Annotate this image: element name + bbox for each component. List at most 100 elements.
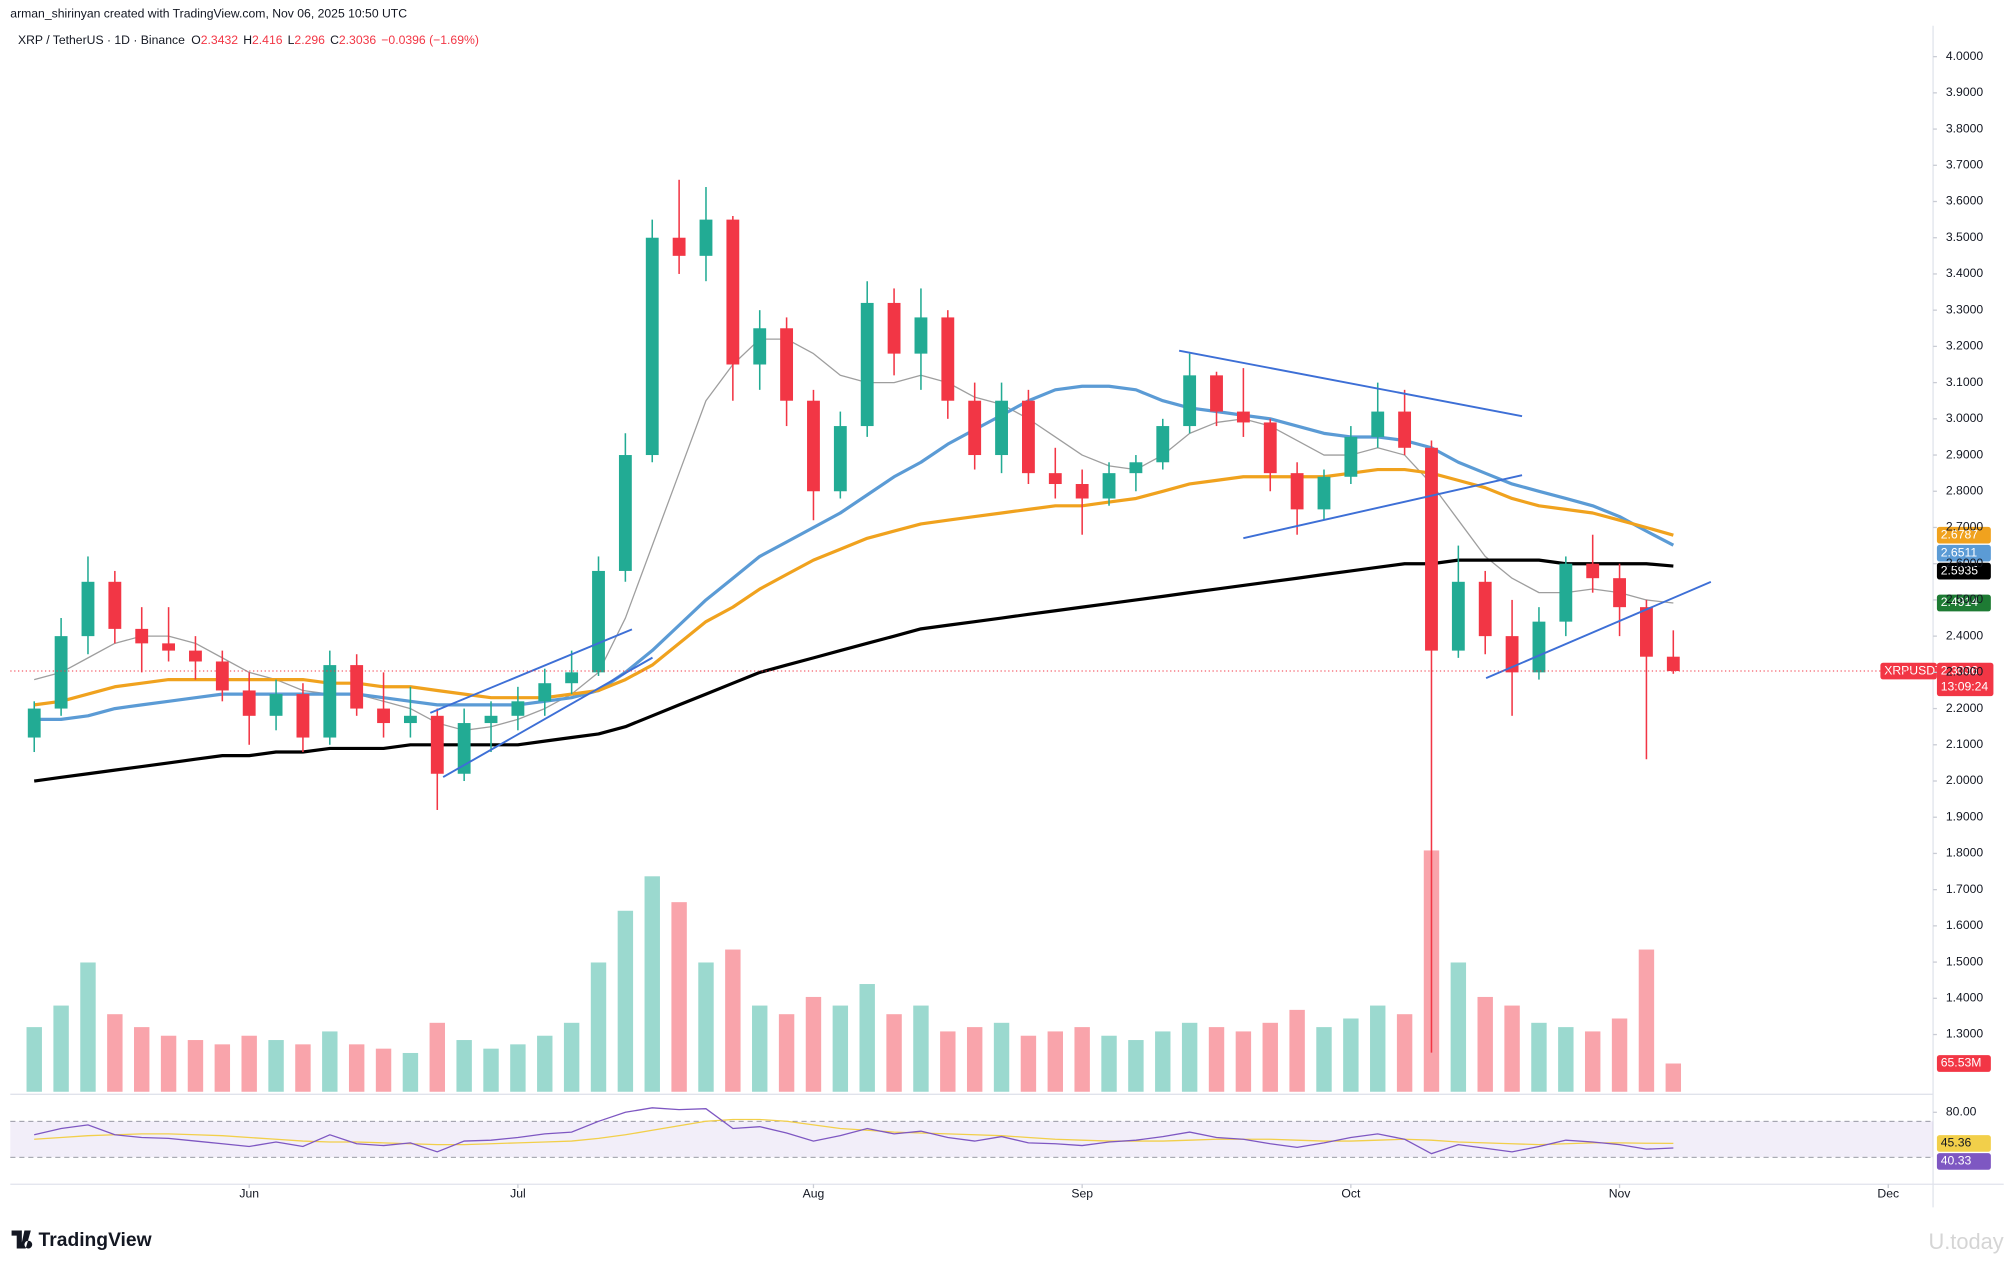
candle-body: [1532, 621, 1546, 673]
volume-bar: [778, 1014, 795, 1092]
y-tick-label: 1.3000: [1946, 1027, 1983, 1041]
volume-bar: [1531, 1022, 1547, 1092]
ma-value-label-bg: [1936, 562, 1991, 580]
y-tick-label: 1.4000: [1946, 991, 1983, 1005]
y-tick-label: 3.7000: [1946, 158, 1983, 172]
ohlc-value: 2.3432: [201, 33, 238, 47]
volume-bar: [483, 1048, 499, 1092]
volume-bar: [1101, 1035, 1117, 1092]
volume-bar: [510, 1044, 526, 1092]
volume-bar: [940, 1031, 956, 1092]
y-tick-label: 2.5000: [1946, 592, 1983, 606]
candle-body: [1317, 476, 1331, 510]
ohlc-value: 2.3036: [339, 33, 376, 47]
volume-bar: [268, 1040, 284, 1092]
candle-body: [1022, 400, 1035, 474]
volume-bar: [966, 1027, 983, 1092]
brand-logo: TradingView: [11, 1230, 153, 1251]
volume-bar: [107, 1014, 123, 1092]
candle-body: [1371, 411, 1385, 437]
symbol-tag: XRPUSDT: [1884, 663, 1943, 677]
candle-body: [726, 219, 740, 365]
volume-bar: [1665, 1063, 1682, 1092]
candle-body: [215, 661, 229, 691]
volume-bar: [1181, 1022, 1198, 1092]
volume-bar: [375, 1048, 392, 1092]
price-label: 2.3036: [1941, 663, 1978, 677]
volume-bar: [429, 1022, 445, 1092]
y-tick-label: 2.9000: [1946, 447, 1983, 461]
volume-bar: [1558, 1027, 1574, 1092]
credit: arman_shirinyan created with TradingView…: [10, 6, 407, 20]
y-tick-label: 1.5000: [1946, 954, 1983, 968]
volume-bar: [832, 1005, 849, 1092]
candle-body: [1210, 375, 1223, 412]
candle-body: [323, 665, 337, 738]
rsi-label: 40.33: [1941, 1154, 1972, 1168]
candle-body: [242, 690, 256, 716]
candle-body: [914, 317, 928, 354]
trendline: [442, 656, 653, 778]
volume-bar: [671, 902, 687, 1092]
x-tick-label: Sep: [1071, 1187, 1093, 1201]
y-tick-label: 3.3000: [1946, 302, 1983, 316]
y-tick-label: 2.2000: [1946, 701, 1983, 715]
candle-body: [645, 237, 659, 456]
rsi-band: [10, 1121, 1934, 1158]
y-tick-label: 2.3000: [1946, 665, 1983, 679]
candle-body: [941, 317, 955, 401]
volume-bar: [1343, 1018, 1359, 1092]
volume-bar: [617, 910, 634, 1092]
logo-mark: [11, 1230, 33, 1249]
volume-bar: [1155, 1031, 1171, 1092]
y-tick-label: 3.6000: [1946, 194, 1983, 208]
candle-body: [1559, 563, 1573, 622]
candle-body: [753, 328, 767, 365]
candle-body: [1344, 436, 1358, 477]
volume-bar: [1208, 1027, 1225, 1092]
volume-bar: [1047, 1031, 1064, 1092]
volume-bar: [53, 1005, 69, 1092]
rsi-ma-label-bg: [1936, 1135, 1991, 1152]
volume-bar: [134, 1027, 150, 1092]
candle-body: [833, 426, 847, 492]
candle-body: [1263, 422, 1277, 474]
candle-body: [860, 302, 874, 427]
y-tick-label: 3.8000: [1946, 121, 1983, 135]
watermark: U.today: [1928, 1229, 2003, 1254]
rsi-ma-line: [34, 1118, 1674, 1146]
volume-bar: [241, 1035, 257, 1092]
candle-body: [1102, 473, 1116, 499]
symbol: XRP / TetherUS · 1D · Binance: [18, 33, 185, 47]
ohlc-key: C: [330, 33, 339, 47]
ohlc-value: 2.416: [252, 33, 283, 47]
y-tick-label: 4.0000: [1946, 49, 1983, 63]
volume-bar: [1235, 1031, 1252, 1092]
volume-bar: [805, 996, 822, 1092]
moving-average: [33, 558, 1674, 783]
volume-bar: [563, 1022, 580, 1092]
moving-average: [34, 338, 1674, 731]
volume-bar: [1370, 1005, 1386, 1092]
rsi-label-bg: [1936, 1153, 1991, 1170]
price-label-bg: [1936, 662, 1994, 697]
x-tick-label: Oct: [1341, 1187, 1361, 1201]
candle-body: [1183, 375, 1197, 427]
candle-body: [1478, 581, 1492, 637]
x-tick-label: Jun: [239, 1187, 259, 1201]
ohlc-key: L: [288, 33, 295, 47]
volume-bar: [160, 1035, 177, 1092]
volume-bar: [1450, 962, 1467, 1092]
x-tick-label: Nov: [1609, 1187, 1632, 1201]
volume-bar: [26, 1027, 42, 1092]
candle-body: [27, 708, 41, 738]
y-tick-label: 3.4000: [1946, 266, 1983, 280]
volume-bar: [590, 962, 607, 1092]
candle-body: [189, 650, 202, 662]
y-tick-label: 2.8000: [1946, 483, 1983, 497]
volume-bar: [1289, 1009, 1305, 1092]
volume-bar: [993, 1022, 1010, 1092]
x-tick-label: Dec: [1877, 1187, 1899, 1201]
